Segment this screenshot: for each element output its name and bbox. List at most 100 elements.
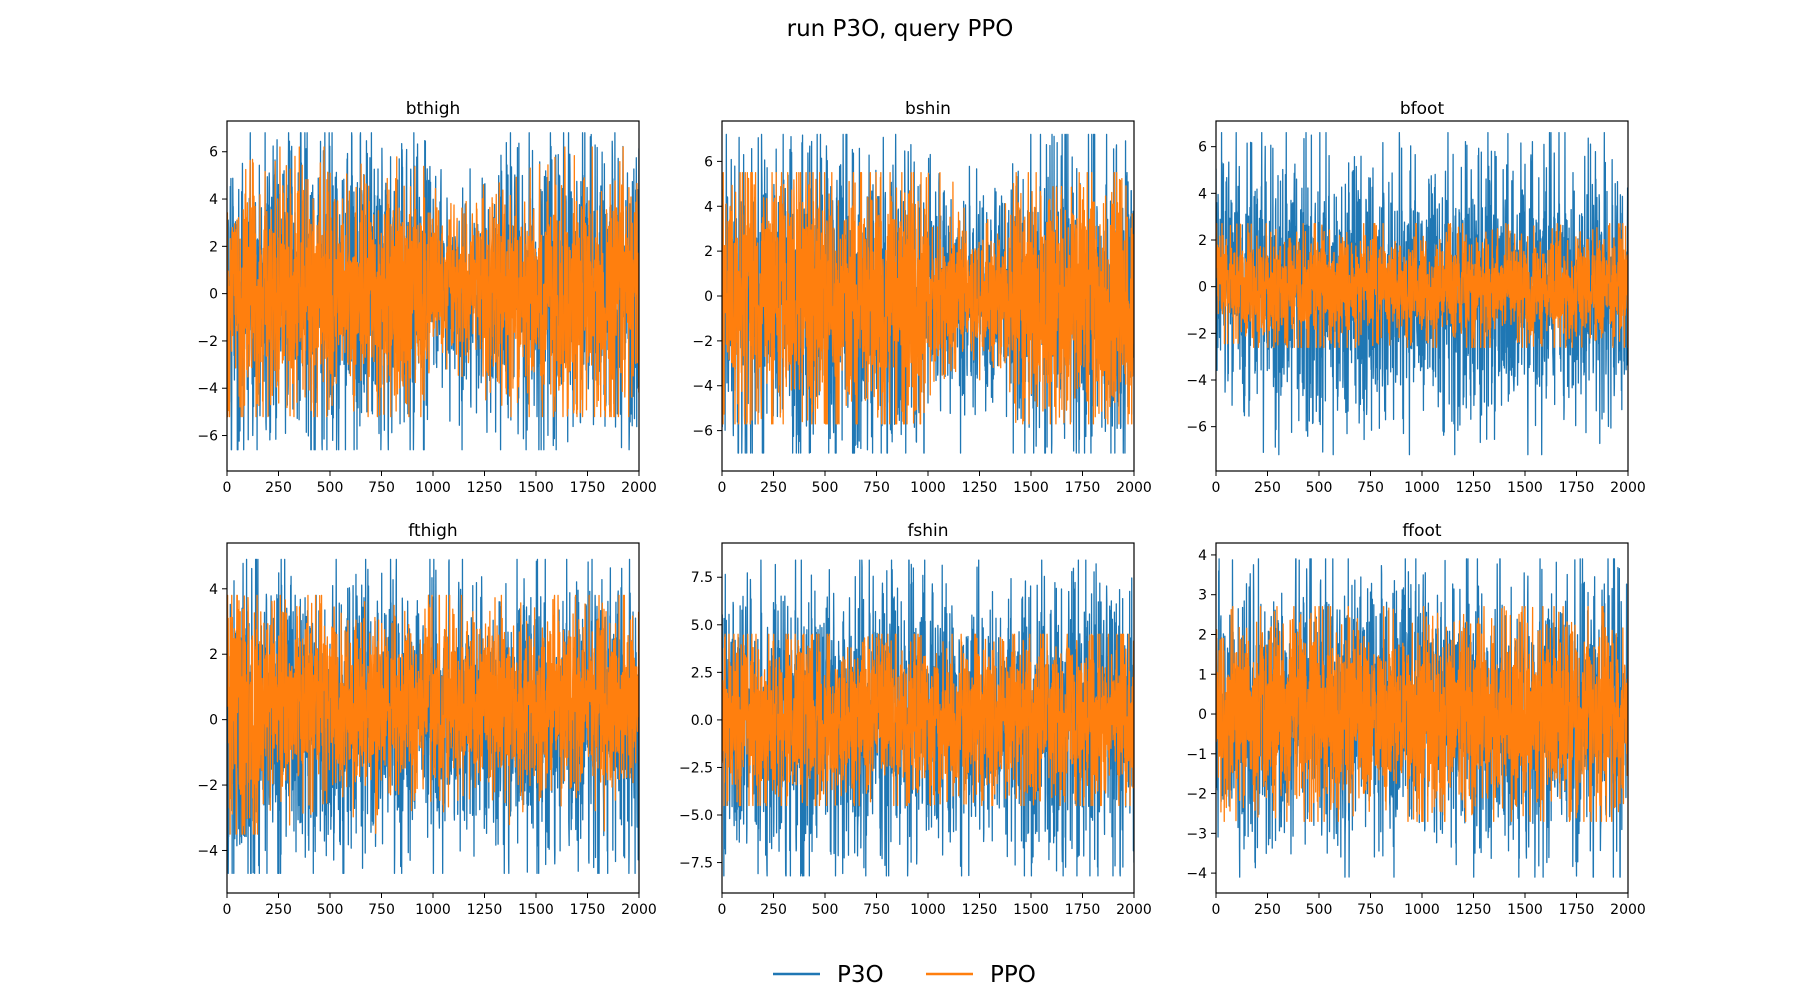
x-tick-label: 250	[1254, 902, 1281, 918]
y-tick-label: 2	[209, 239, 218, 255]
series-line-ppo	[1216, 223, 1628, 348]
subplot-fshin: fshin 0 250 500 750 1000 1250 1500 1750 2000 −7.5 −…	[679, 521, 1152, 918]
x-tick-label: 2000	[1116, 480, 1152, 496]
x-tick-label: 750	[1357, 480, 1384, 496]
y-tick-label: 2	[704, 244, 713, 260]
x-tick-label: 500	[812, 480, 839, 496]
x-tick-label: 0	[223, 902, 232, 918]
y-tick-label: 2.5	[691, 665, 713, 681]
x-tick-label: 1500	[518, 902, 554, 918]
subplot-title: fthigh	[408, 521, 457, 541]
series-line-ppo	[722, 633, 1134, 807]
x-tick-label: 2000	[1610, 902, 1646, 918]
x-tick-label: 500	[317, 480, 344, 496]
y-tick-label: −6	[1186, 420, 1207, 436]
y-tick-label: 2	[209, 647, 218, 663]
x-tick-label: 1250	[962, 480, 998, 496]
subplot-bthigh: bthigh 0 250 500 750 1000 1250 1500 1750 2000 −6 −4…	[197, 99, 656, 496]
subplot-title: bthigh	[406, 99, 461, 119]
x-tick-label: 250	[265, 480, 292, 496]
x-tick-label: 1500	[1013, 480, 1049, 496]
x-tick-label: 1250	[962, 902, 998, 918]
x-tick-label: 1000	[910, 902, 946, 918]
x-tick-label: 1000	[910, 480, 946, 496]
subplot-bshin: bshin 0 250 500 750 1000 1250 1500 1750 2000 −6 −4 −…	[692, 99, 1151, 496]
y-tick-label: −2	[197, 778, 218, 794]
x-tick-label: 1750	[570, 480, 606, 496]
y-tick-label: −4	[1186, 866, 1207, 882]
y-tick-label: 4	[1198, 186, 1207, 202]
y-tick-label: 6	[704, 154, 713, 170]
y-tick-label: 4	[209, 582, 218, 598]
y-tick-label: −7.5	[679, 856, 713, 872]
y-tick-label: 4	[704, 199, 713, 215]
y-tick-label: 3	[1198, 588, 1207, 604]
y-tick-label: −2	[1186, 326, 1207, 342]
subplot-fthigh: fthigh 0 250 500 750 1000 1250 1500 1750 2000 −4 −2…	[197, 521, 656, 918]
subplot-title: fshin	[907, 521, 948, 541]
x-tick-label: 1500	[1507, 480, 1543, 496]
y-tick-label: −3	[1186, 826, 1207, 842]
x-tick-label: 250	[760, 480, 787, 496]
legend-label-ppo: PPO	[990, 962, 1036, 988]
subplot-title: bshin	[905, 99, 951, 119]
y-tick-label: 4	[1198, 548, 1207, 564]
subplot-title: bfoot	[1400, 99, 1445, 119]
y-tick-label: 7.5	[691, 570, 713, 586]
x-tick-label: 750	[863, 480, 890, 496]
y-tick-label: 1	[1198, 667, 1207, 683]
subplot-ffoot: ffoot 0 250 500 750 1000 1250 1500 1750 2000 −4 −3 −…	[1186, 521, 1645, 918]
x-tick-label: 1750	[1559, 902, 1595, 918]
subplot-title: ffoot	[1402, 521, 1442, 541]
x-tick-label: 2000	[621, 480, 657, 496]
x-tick-label: 500	[1306, 902, 1333, 918]
x-tick-label: 750	[1357, 902, 1384, 918]
x-tick-label: 500	[1306, 480, 1333, 496]
series-line-ppo	[227, 146, 639, 418]
legend: P3O PPO	[773, 962, 1036, 988]
y-tick-label: 0	[704, 289, 713, 305]
x-tick-label: 250	[1254, 480, 1281, 496]
y-tick-label: −2.5	[679, 760, 713, 776]
x-tick-label: 1000	[415, 902, 451, 918]
x-tick-label: 1750	[1559, 480, 1595, 496]
x-tick-label: 0	[718, 902, 727, 918]
y-tick-label: −4	[692, 379, 713, 395]
x-tick-label: 0	[1212, 902, 1221, 918]
y-tick-label: −6	[692, 424, 713, 440]
y-tick-label: −2	[692, 334, 713, 350]
x-tick-label: 2000	[621, 902, 657, 918]
y-tick-label: 2	[1198, 233, 1207, 249]
x-tick-label: 500	[812, 902, 839, 918]
y-tick-label: −6	[197, 429, 218, 445]
x-tick-label: 1250	[467, 480, 503, 496]
y-tick-label: −5.0	[679, 808, 713, 824]
x-tick-label: 750	[863, 902, 890, 918]
x-tick-label: 2000	[1610, 480, 1646, 496]
y-tick-label: 4	[209, 192, 218, 208]
y-tick-label: 5.0	[691, 618, 713, 634]
x-tick-label: 1750	[1065, 902, 1101, 918]
y-tick-label: 6	[1198, 140, 1207, 156]
x-tick-label: 1500	[1013, 902, 1049, 918]
x-tick-label: 1000	[1404, 902, 1440, 918]
x-tick-label: 1250	[1456, 480, 1492, 496]
figure-title: run P3O, query PPO	[787, 16, 1014, 42]
y-tick-label: 2	[1198, 627, 1207, 643]
legend-label-p3o: P3O	[837, 962, 884, 988]
series-line-ppo	[227, 594, 639, 835]
x-tick-label: 1750	[570, 902, 606, 918]
x-tick-label: 250	[265, 902, 292, 918]
x-tick-label: 750	[368, 480, 395, 496]
x-tick-label: 0	[1212, 480, 1221, 496]
x-tick-label: 250	[760, 902, 787, 918]
y-tick-label: 0	[209, 287, 218, 303]
x-tick-label: 1000	[415, 480, 451, 496]
y-tick-label: −1	[1186, 747, 1207, 763]
y-tick-label: −4	[1186, 373, 1207, 389]
x-tick-label: 1250	[467, 902, 503, 918]
y-tick-label: 0	[1198, 707, 1207, 723]
y-tick-label: −4	[197, 381, 218, 397]
y-tick-label: 0	[1198, 280, 1207, 296]
